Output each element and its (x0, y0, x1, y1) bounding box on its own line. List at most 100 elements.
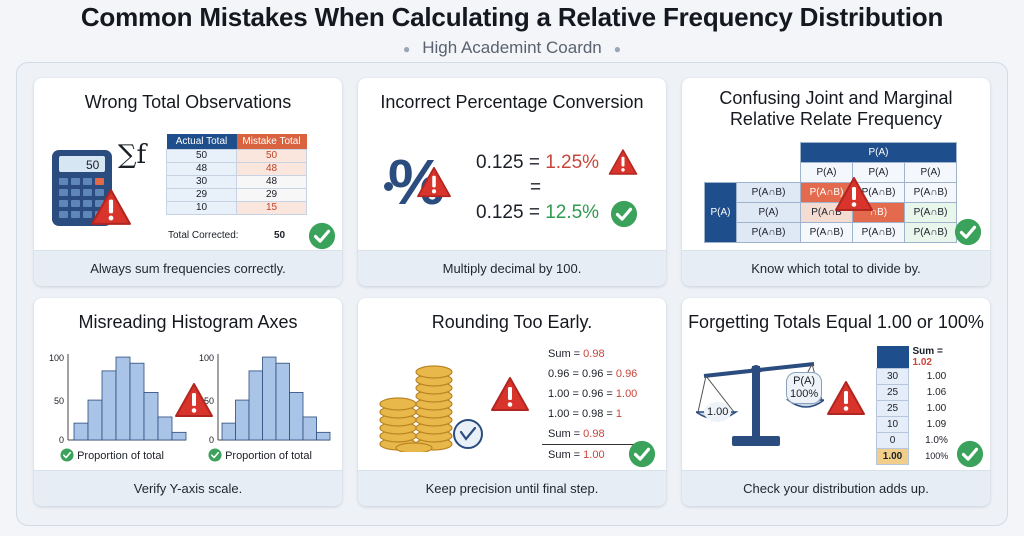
rounding-steps: Sum = 0.98 0.96 = 0.96 = 0.96 1.00 = 0.9… (358, 298, 666, 470)
table-cell: 30 (876, 367, 909, 385)
grid-cell: P(A∩B) (904, 182, 957, 203)
step-line: 0.96 = 0.96 = 0.96 (548, 368, 637, 380)
sum-text: Sum = (912, 346, 943, 357)
grid-side-header: P(A) (704, 182, 737, 243)
total-value: 50 (274, 230, 286, 241)
histogram-caption: Proportion of total (60, 448, 164, 462)
grid-cell: P(A∩B) (800, 182, 853, 203)
check-icon (954, 218, 982, 246)
histogram-right: 100 50 0 (199, 353, 331, 445)
step-line: Sum = 0.98 (548, 428, 605, 440)
histogram-bar (171, 431, 187, 441)
histogram-bar (316, 431, 331, 441)
sigma-f-label: ∑f (118, 140, 147, 170)
y-tick: 100 (199, 353, 214, 363)
subtitle-text: High Academint Coardn (422, 38, 602, 57)
grid-row: P(A∩B) P(A∩B) P(A∩B) P(A∩B) (705, 222, 957, 243)
equation-wrong-result: 1.25% (545, 152, 600, 173)
warning-icon (608, 148, 638, 176)
probability-grid: P(A) P(A) P(A) P(A) P(A) P(A∩B) P(A∩B) P… (704, 142, 957, 243)
caption-text: Proportion of total (77, 450, 164, 462)
table-cell: 1.06 (926, 386, 947, 398)
grid-row: P(A) P(A∩B) P(A∩B) P(A∩B) P(A∩B) (704, 182, 957, 243)
histogram-bar (129, 362, 145, 441)
grid-spacer (705, 143, 737, 163)
caption-text: Proportion of total (225, 450, 312, 462)
total-label: Total Corrected: (168, 230, 239, 241)
histogram-bar (248, 370, 263, 441)
card-totals-equal: Forgetting Totals Equal 1.00 or 100% 1.0… (682, 298, 990, 506)
bullet-icon: ● (613, 41, 622, 56)
histogram-bar (221, 422, 236, 441)
warning-icon (834, 176, 874, 212)
grid-spacer (737, 143, 801, 163)
grid-row-label: P(A∩B) (736, 222, 801, 243)
table-header-cell (876, 346, 909, 368)
table-cell: 25 (876, 383, 909, 401)
grid-row: P(A) P(A∩B ∩B) P(A∩B) (705, 202, 957, 223)
histogram-bar (289, 391, 304, 441)
table-cell: 0 (876, 431, 909, 449)
step-text: 0.96 = 0.96 = (548, 368, 616, 380)
table-row: 29 29 (166, 187, 307, 202)
sum-divider (542, 444, 634, 445)
grid-col-header: P(A) (800, 162, 853, 183)
grid-top-header: P(A) (800, 142, 957, 163)
histogram-left: 100 50 0 (49, 353, 187, 445)
histogram-bar (157, 416, 173, 441)
histogram-bar (87, 399, 103, 441)
step-value: 0.96 (615, 368, 638, 380)
warning-icon (826, 380, 866, 416)
table-row: 10 15 (166, 200, 307, 215)
equation-line: 0.125 = 1.25% (476, 152, 599, 174)
page-title: Common Mistakes When Calculating a Relat… (80, 2, 944, 32)
y-tick: 0 (209, 435, 214, 445)
equation-equals: = (530, 177, 542, 198)
table-row: 25 1.06 (876, 383, 965, 401)
grid-row-label: P(A) (736, 202, 801, 223)
table-row: 0 1.0% (876, 431, 965, 449)
histogram-bar (143, 391, 159, 441)
table-cell: 25 (876, 399, 909, 417)
equation-line: 0.125 = 12.5% (476, 202, 599, 224)
y-tick: 0 (59, 435, 64, 445)
warning-icon (90, 188, 132, 226)
card-title: Incorrect Percentage Conversion (380, 92, 644, 112)
table-row: 50 50 (166, 148, 307, 163)
table-cell: 100% (925, 451, 949, 461)
calculator-display: 50 (86, 158, 100, 172)
table-cell: 1.00 (876, 447, 909, 465)
sum-value: 1.02 (912, 357, 932, 368)
table-row: 48 48 (166, 161, 307, 176)
table-row: 1.00 100% (876, 447, 965, 465)
table-cell: 48 (236, 174, 307, 189)
step-line: 1.00 = 0.96 = 1.00 (548, 388, 637, 400)
check-icon (610, 200, 638, 228)
step-value: 0.98 (583, 428, 605, 440)
card-footer: Know which total to divide by. (682, 250, 990, 286)
step-text: 1.00 = 0.98 = (548, 408, 616, 420)
step-line: Sum = 1.00 (548, 449, 605, 461)
grid-spacer (737, 163, 801, 183)
y-tick: 100 (49, 353, 64, 363)
check-icon (308, 222, 336, 250)
grid-cell: P(A∩B) (904, 222, 957, 243)
table-cell: 1.09 (926, 418, 947, 430)
grid-cell: P(A∩B) (904, 202, 957, 223)
card-title: Misreading Histogram Axes (78, 312, 298, 332)
equation-correct-result: 12.5% (545, 202, 600, 223)
sum-label: Sum = 1.02 (909, 346, 965, 368)
card-title: Confusing Joint and Marginal Relative Re… (682, 88, 990, 130)
histogram-caption: Proportion of total (208, 448, 312, 462)
table-cell: 1.0% (925, 434, 948, 446)
table-cell: 29 (236, 187, 307, 202)
grid-spacer (705, 163, 737, 183)
card-footer: Keep precision until final step. (358, 470, 666, 506)
equation-left: 0.125 = (476, 202, 540, 223)
grid-row-label: P(A∩B) (736, 182, 801, 203)
histogram-bar (73, 422, 89, 441)
card-joint-marginal: Confusing Joint and Marginal Relative Re… (682, 78, 990, 286)
step-text: Sum = (548, 428, 584, 440)
y-tick: 50 (54, 396, 64, 406)
table-row: 30 1.00 (876, 367, 965, 385)
